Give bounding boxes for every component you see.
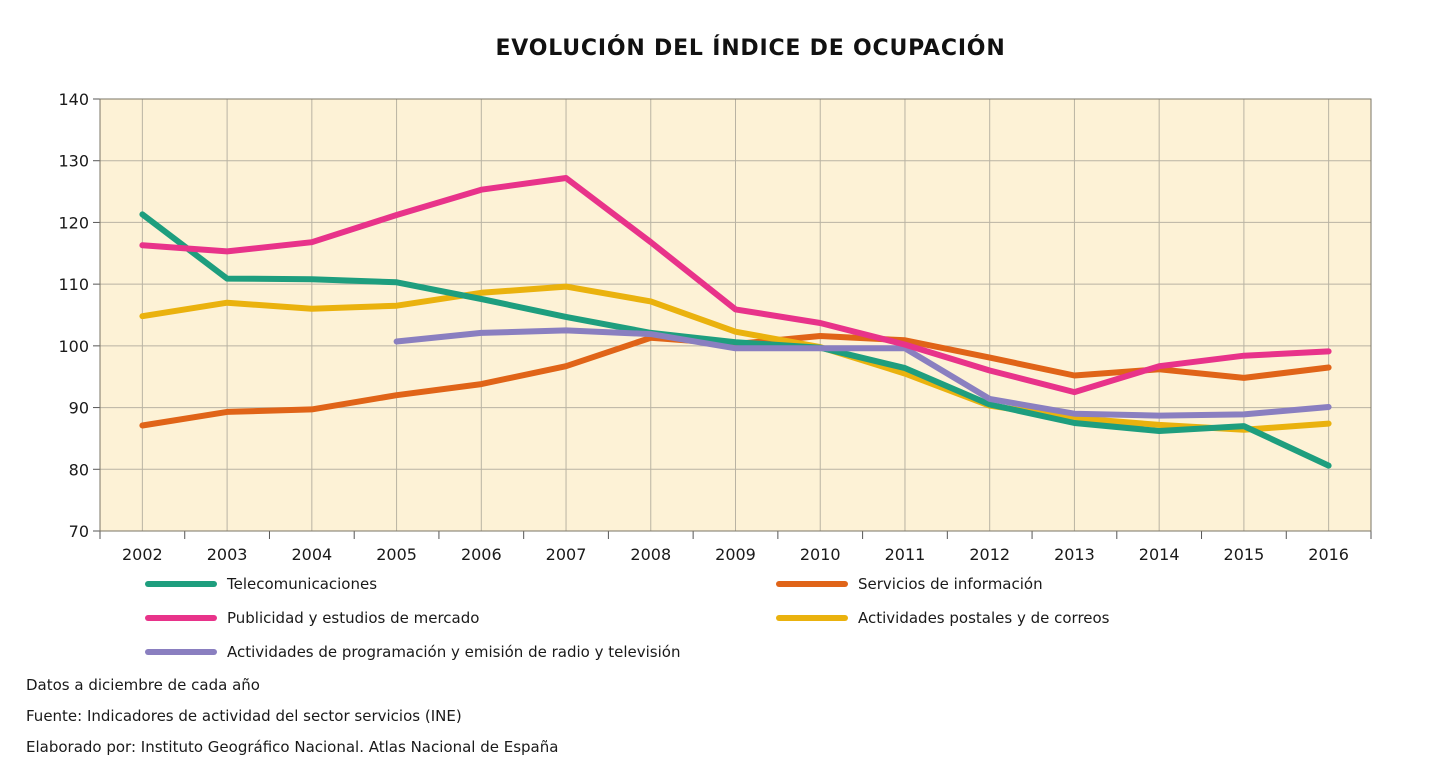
footnote-source: Fuente: Indicadores de actividad del sec… (26, 707, 462, 725)
x-tick-label-2007: 2007 (546, 545, 587, 564)
x-tick-label-2006: 2006 (461, 545, 502, 564)
legend-item-postales-correos: Actividades postales y de correos (776, 606, 1110, 630)
footnote-data-date: Datos a diciembre de cada año (26, 676, 260, 694)
legend-item-programacion-radio-tv: Actividades de programación y emisión de… (145, 640, 680, 664)
y-tick-label-120: 120 (58, 213, 89, 232)
legend-swatch-postales-correos (776, 615, 848, 621)
footnote-credits: Elaborado por: Instituto Geográfico Naci… (26, 738, 559, 756)
x-tick-label-2009: 2009 (715, 545, 756, 564)
legend-item-telecomunicaciones: Telecomunicaciones (145, 572, 377, 596)
series-lines (139, 175, 1332, 469)
x-tick-label-2005: 2005 (376, 545, 417, 564)
legend-label-publicidad: Publicidad y estudios de mercado (227, 609, 480, 627)
x-tick-label-2016: 2016 (1308, 545, 1349, 564)
x-tick-label-2003: 2003 (207, 545, 248, 564)
x-tick-label-2010: 2010 (800, 545, 841, 564)
series-line-telecomunicaciones (139, 211, 1332, 469)
series-line-publicidad-y-estudios-de-mercado (139, 175, 1332, 396)
axes (93, 98, 1372, 539)
x-tick-label-2013: 2013 (1054, 545, 1095, 564)
y-tick-label-70: 70 (69, 522, 89, 541)
plot-frame (99, 98, 1372, 532)
chart-title: EVOLUCIÓN DEL ÍNDICE DE OCUPACIÓN (495, 36, 1006, 61)
legend-item-servicios-informacion: Servicios de información (776, 572, 1043, 596)
x-tick-label-2015: 2015 (1224, 545, 1265, 564)
x-tick-label-2002: 2002 (122, 545, 163, 564)
y-tick-label-90: 90 (69, 399, 89, 418)
x-tick-label-2012: 2012 (969, 545, 1010, 564)
x-tick-label-2004: 2004 (291, 545, 332, 564)
legend-swatch-publicidad (145, 615, 217, 621)
legend-swatch-servicios-informacion (776, 581, 848, 587)
y-tick-label-110: 110 (58, 275, 89, 294)
y-tick-label-100: 100 (58, 337, 89, 356)
legend-item-publicidad: Publicidad y estudios de mercado (145, 606, 479, 630)
legend-label-programacion-radio-tv: Actividades de programación y emisión de… (227, 643, 681, 661)
x-tick-label-2008: 2008 (630, 545, 671, 564)
x-tick-label-2014: 2014 (1139, 545, 1180, 564)
legend-label-postales-correos: Actividades postales y de correos (858, 609, 1110, 627)
x-tick-label-2011: 2011 (885, 545, 926, 564)
series-line-actividades-de-programacion-y-emision-de-radio-y-television (393, 327, 1332, 419)
legend-swatch-telecomunicaciones (145, 581, 217, 587)
y-tick-label-140: 140 (58, 90, 89, 109)
tick-labels: 70 80 90 100 110 120 130 140 2002 2003 2004 2005 200… (58, 90, 1349, 564)
series-line-actividades-postales-y-de-correos (139, 283, 1332, 433)
y-tick-label-80: 80 (69, 460, 89, 479)
legend-label-servicios-informacion: Servicios de información (858, 575, 1043, 593)
y-tick-label-130: 130 (58, 152, 89, 171)
legend-label-telecomunicaciones: Telecomunicaciones (227, 575, 378, 593)
legend-swatch-programacion-radio-tv (145, 649, 217, 655)
